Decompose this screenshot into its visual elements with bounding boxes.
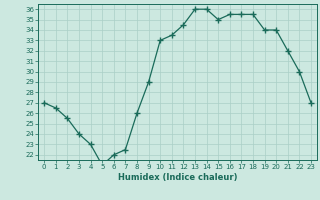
X-axis label: Humidex (Indice chaleur): Humidex (Indice chaleur) [118,173,237,182]
